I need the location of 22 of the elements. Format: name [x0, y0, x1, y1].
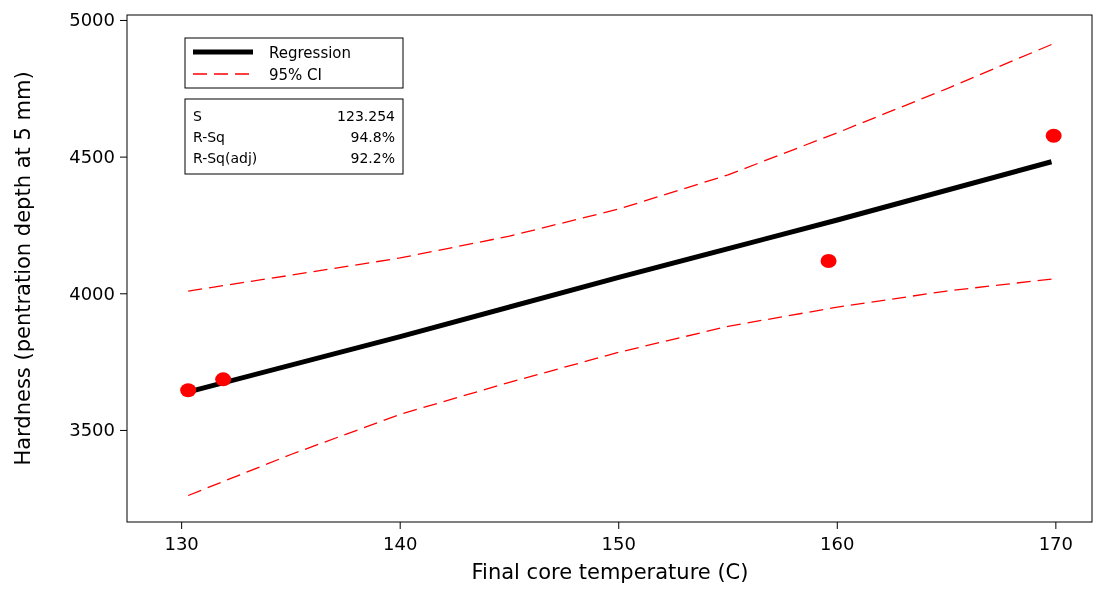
point — [215, 372, 232, 387]
line-series — [187, 278, 1053, 497]
y-axis-title: Hardness (pentration depth at 5 mm) — [11, 71, 35, 466]
legend-label: Regression — [269, 44, 352, 62]
y-tick-label: 5000 — [69, 9, 115, 31]
x-tick-label: 140 — [383, 533, 418, 554]
y-tick-label: 3500 — [69, 419, 115, 441]
x-tick-label: 170 — [1038, 533, 1074, 554]
x-axis-title: Final core temperature (C) — [471, 560, 749, 584]
text: S 123.254 — [193, 108, 395, 124]
x-tick-label: 160 — [820, 533, 855, 554]
y-tick-label: 4000 — [69, 282, 115, 304]
y-tick-label: 4500 — [69, 146, 115, 168]
legend-label: 95% CI — [269, 66, 323, 84]
text: R-Sq 94.8% — [193, 129, 395, 145]
point — [180, 383, 197, 398]
x-tick-label: 150 — [601, 533, 636, 554]
x-tick-label: 130 — [164, 533, 199, 554]
text: R-Sq(adj) 92.2% — [193, 150, 395, 166]
point — [820, 253, 837, 268]
point — [1045, 128, 1062, 143]
line-series — [187, 43, 1053, 292]
